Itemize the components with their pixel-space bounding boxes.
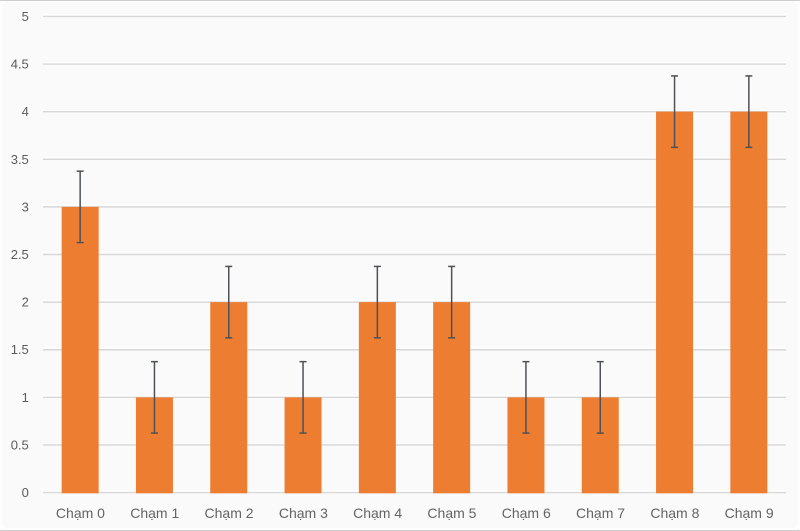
svg-text:Chạm 6: Chạm 6 bbox=[502, 505, 551, 521]
svg-text:Chạm 4: Chạm 4 bbox=[353, 505, 402, 521]
svg-text:Chạm 5: Chạm 5 bbox=[427, 505, 476, 521]
svg-text:5: 5 bbox=[22, 9, 29, 24]
svg-text:1: 1 bbox=[22, 390, 29, 405]
svg-text:0: 0 bbox=[22, 485, 29, 500]
svg-text:Chạm 0: Chạm 0 bbox=[56, 505, 105, 521]
svg-text:1.5: 1.5 bbox=[11, 342, 29, 357]
svg-text:2.5: 2.5 bbox=[11, 247, 29, 262]
svg-text:2: 2 bbox=[22, 295, 29, 310]
svg-text:Chạm 1: Chạm 1 bbox=[130, 505, 179, 521]
svg-text:3.5: 3.5 bbox=[11, 152, 29, 167]
svg-text:Chạm 2: Chạm 2 bbox=[205, 505, 254, 521]
svg-text:Chạm 8: Chạm 8 bbox=[650, 505, 699, 521]
svg-text:Chạm 9: Chạm 9 bbox=[725, 505, 774, 521]
svg-text:4: 4 bbox=[22, 104, 29, 119]
svg-text:3: 3 bbox=[22, 199, 29, 214]
svg-text:4.5: 4.5 bbox=[11, 57, 29, 72]
svg-text:Chạm 3: Chạm 3 bbox=[279, 505, 328, 521]
svg-text:0.5: 0.5 bbox=[11, 437, 29, 452]
svg-text:Chạm 7: Chạm 7 bbox=[576, 505, 625, 521]
